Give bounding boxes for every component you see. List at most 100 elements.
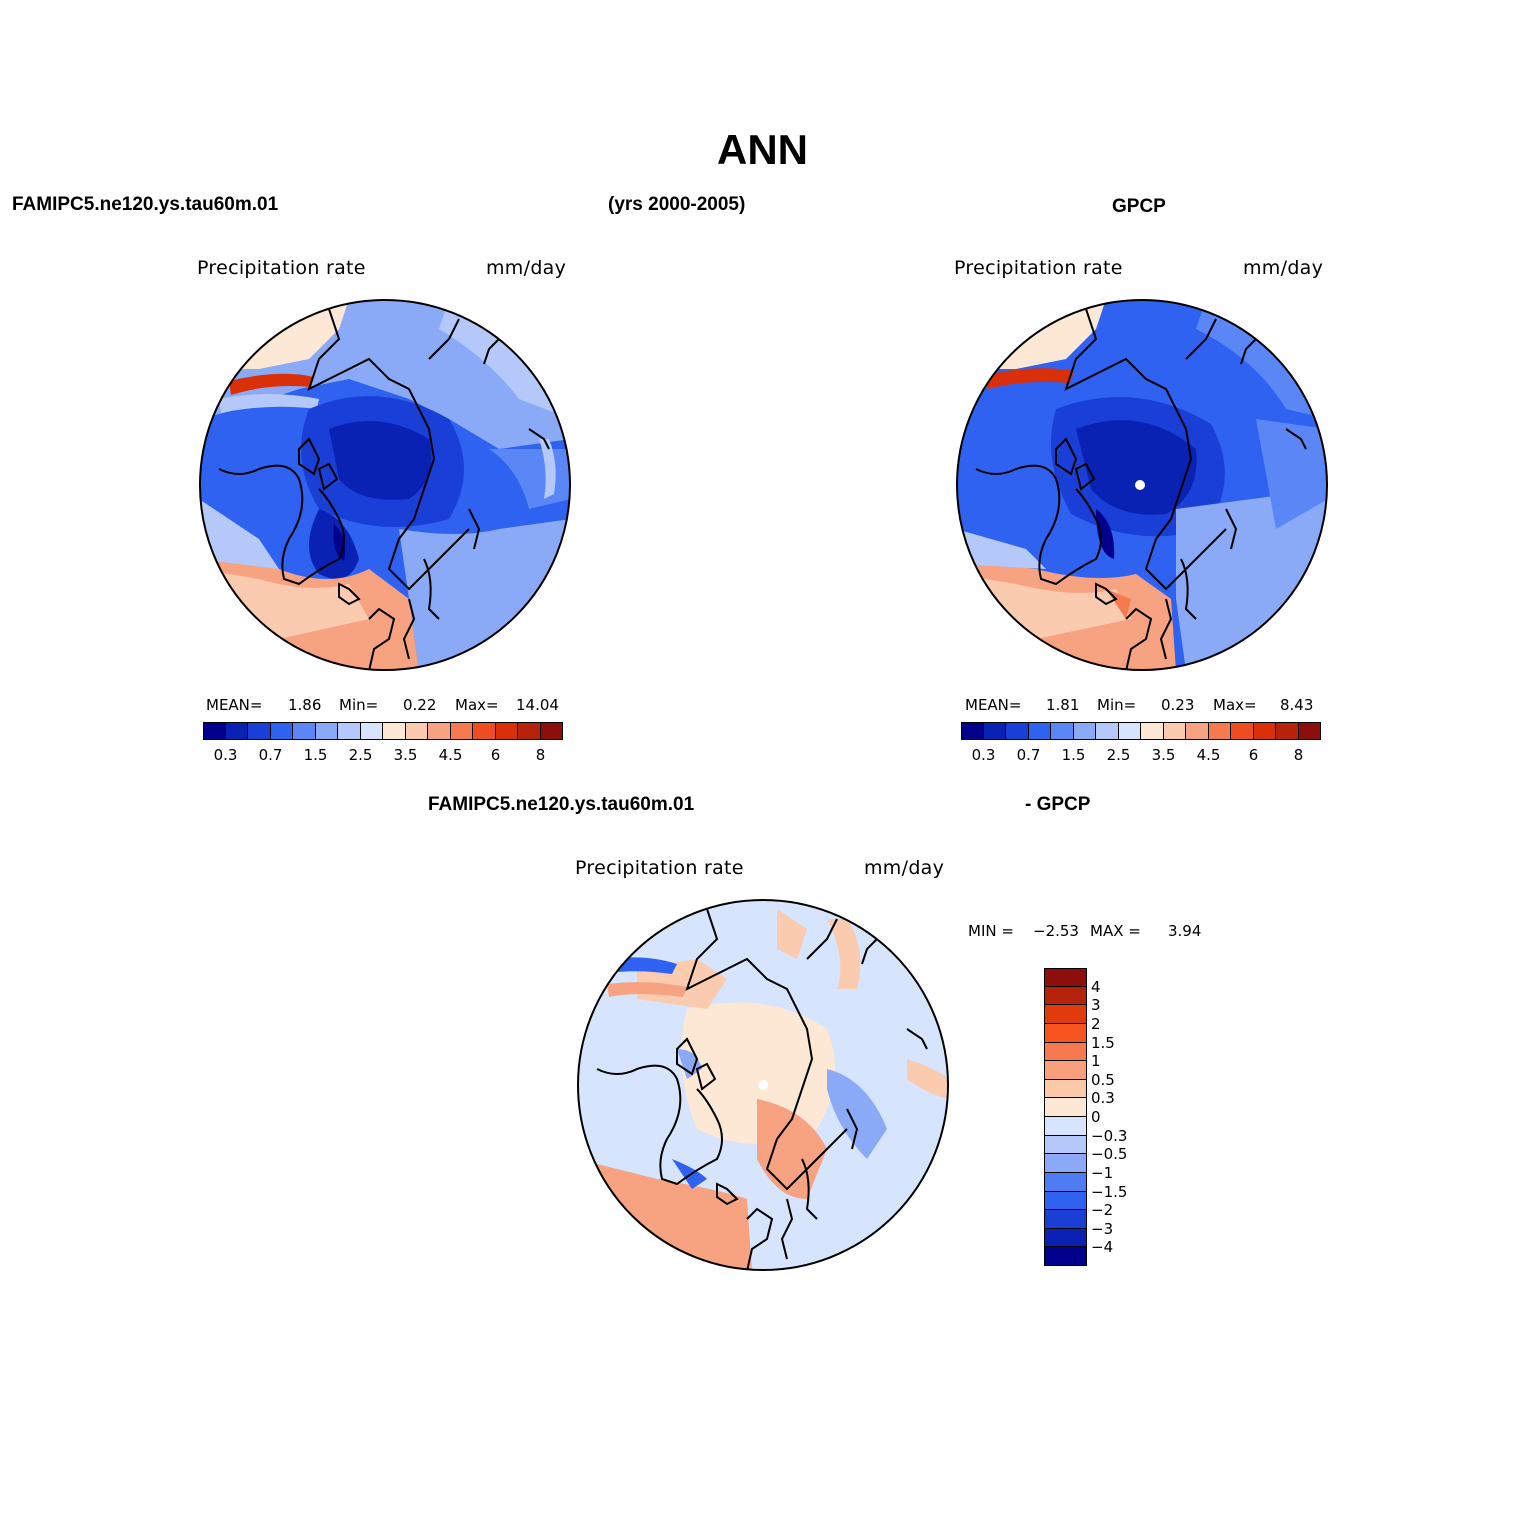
difference-colorbar-tick-label: 1.5 [1091,1033,1115,1052]
model-colorbar-tick-label: 3.5 [393,746,418,764]
model-colorbar-swatch [518,722,541,740]
difference-colorbar-swatch [1044,1042,1087,1062]
obs-colorbar-swatch [983,722,1006,740]
model-colorbar-swatch [270,722,293,740]
panel2-min-label: Min= [1097,696,1137,714]
difference-colorbar-tick-label: 0.5 [1091,1070,1115,1089]
difference-colorbar-swatch [1044,986,1087,1006]
panel3-max-label: MAX = [1090,922,1141,940]
top-right-obs-label: GPCP [1112,196,1166,217]
obs-colorbar-tick-label: 8 [1293,746,1304,764]
panel2-units-label: mm/day [1243,257,1324,279]
difference-colorbar-swatch [1044,1117,1087,1136]
panel3-variable-label: Precipitation rate [575,857,744,879]
model-colorbar-swatch [405,722,428,740]
model-colorbar-swatch [225,722,248,740]
model-colorbar-swatch [338,722,361,740]
model-colorbar-tick-label: 6 [490,746,501,764]
difference-colorbar-tick-label: −2 [1091,1201,1114,1220]
obs-colorbar-swatch [1073,722,1096,740]
difference-colorbar-swatch [1044,1079,1087,1099]
difference-colorbar-swatch [1044,1191,1087,1211]
model-colorbar-tick-label: 0.3 [213,746,238,764]
difference-colorbar-swatch [1044,1061,1087,1080]
difference-colorbar-swatch [1044,968,1087,987]
panel1-max-label: Max= [455,696,499,714]
model-colorbar-tick-label: 1.5 [303,746,328,764]
difference-colorbar-tick-label: 1 [1091,1052,1101,1071]
model-colorbar-swatch [360,722,383,740]
panel1-mean-value: 1.86 [288,696,322,714]
obs-colorbar-tick-label: 0.7 [1016,746,1041,764]
model-colorbar-swatch [383,722,406,740]
top-left-case-label: FAMIPC5.ne120.ys.tau60m.01 [12,194,279,215]
panel1-units-label: mm/day [486,257,567,279]
model-colorbar: 0.3 0.7 1.5 2.5 3.5 4.5 6 8 [203,722,563,772]
obs-colorbar-tick-label: 6 [1248,746,1259,764]
obs-colorbar-swatch [1028,722,1051,740]
panel3-min-value: −2.53 [1033,922,1079,940]
difference-precip-map [577,899,949,1271]
model-colorbar-swatch [473,722,496,740]
panel2-min-value: 0.23 [1161,696,1195,714]
obs-precip-map [956,299,1328,671]
difference-colorbar-swatch [1044,1210,1087,1229]
panel1-max-value: 14.04 [516,696,559,714]
panel3-max-value: 3.94 [1168,922,1202,940]
difference-colorbar-tick-label: 0 [1091,1108,1101,1126]
model-colorbar-swatch [248,722,271,740]
panel2-max-label: Max= [1213,696,1257,714]
obs-colorbar-swatch [961,722,984,740]
panel2-variable-label: Precipitation rate [954,257,1123,279]
model-colorbar-swatch [315,722,338,740]
panel3-units-label: mm/day [864,857,945,879]
difference-colorbar-swatch [1044,1228,1087,1248]
difference-colorbar-tick-label: 4 [1091,977,1101,996]
model-colorbar-tick-label: 8 [535,746,546,764]
obs-colorbar-tick-label: 0.3 [971,746,996,764]
panel1-min-label: Min= [339,696,379,714]
difference-colorbar-tick-label: 2 [1091,1014,1101,1033]
obs-colorbar-swatch [1096,722,1119,740]
difference-colorbar-tick-label: −0.3 [1091,1126,1128,1145]
difference-colorbar-swatch [1044,1005,1087,1024]
difference-colorbar-tick-label: −3 [1091,1219,1114,1238]
obs-colorbar-tick-label: 1.5 [1061,746,1086,764]
difference-colorbar-tick-label: 0.3 [1091,1089,1115,1108]
difference-colorbar-swatch [1044,1172,1087,1192]
panel2-mean-label: MEAN= [965,696,1022,714]
bottom-left-case-label: FAMIPC5.ne120.ys.tau60m.01 [428,794,695,815]
model-colorbar-swatch [450,722,473,740]
difference-colorbar-swatch [1044,1135,1087,1155]
obs-colorbar-frame [961,722,1321,740]
obs-colorbar-swatch [1163,722,1186,740]
obs-colorbar-swatch [1186,722,1209,740]
difference-colorbar-tick-label: −1.5 [1091,1182,1128,1201]
panel2-max-value: 8.43 [1280,696,1314,714]
obs-colorbar: 0.3 0.7 1.5 2.5 3.5 4.5 6 8 [961,722,1321,772]
difference-colorbar-tick-label: −0.5 [1091,1145,1128,1164]
obs-colorbar-swatch [1276,722,1299,740]
obs-colorbar-swatch [1051,722,1074,740]
obs-colorbar-swatch [1208,722,1231,740]
obs-colorbar-swatch [1118,722,1141,740]
page-title: ANN [717,126,808,173]
difference-colorbar-tick-label: 3 [1091,996,1101,1015]
difference-colorbar: 4 3 2 1.5 1 0.5 0.3 0 −0.3 −0.5 −1 −1.5 −2 −3 −4 [1044,968,1164,1268]
obs-colorbar-swatch [1141,722,1164,740]
difference-colorbar-swatch [1044,1098,1087,1117]
bottom-right-obs-label: - GPCP [1025,794,1091,815]
panel2-mean-value: 1.81 [1046,696,1080,714]
obs-colorbar-swatch [1253,722,1276,740]
model-precip-map [199,299,571,671]
panel1-mean-label: MEAN= [206,696,263,714]
difference-colorbar-tick-label: −1 [1091,1163,1114,1182]
obs-colorbar-tick-label: 3.5 [1151,746,1176,764]
obs-colorbar-swatch [1231,722,1254,740]
panel1-min-value: 0.22 [403,696,437,714]
model-colorbar-swatch [293,722,316,740]
model-colorbar-tick-label: 4.5 [438,746,463,764]
model-colorbar-swatch [428,722,451,740]
panel1-variable-label: Precipitation rate [197,257,366,279]
model-colorbar-swatch [495,722,518,740]
